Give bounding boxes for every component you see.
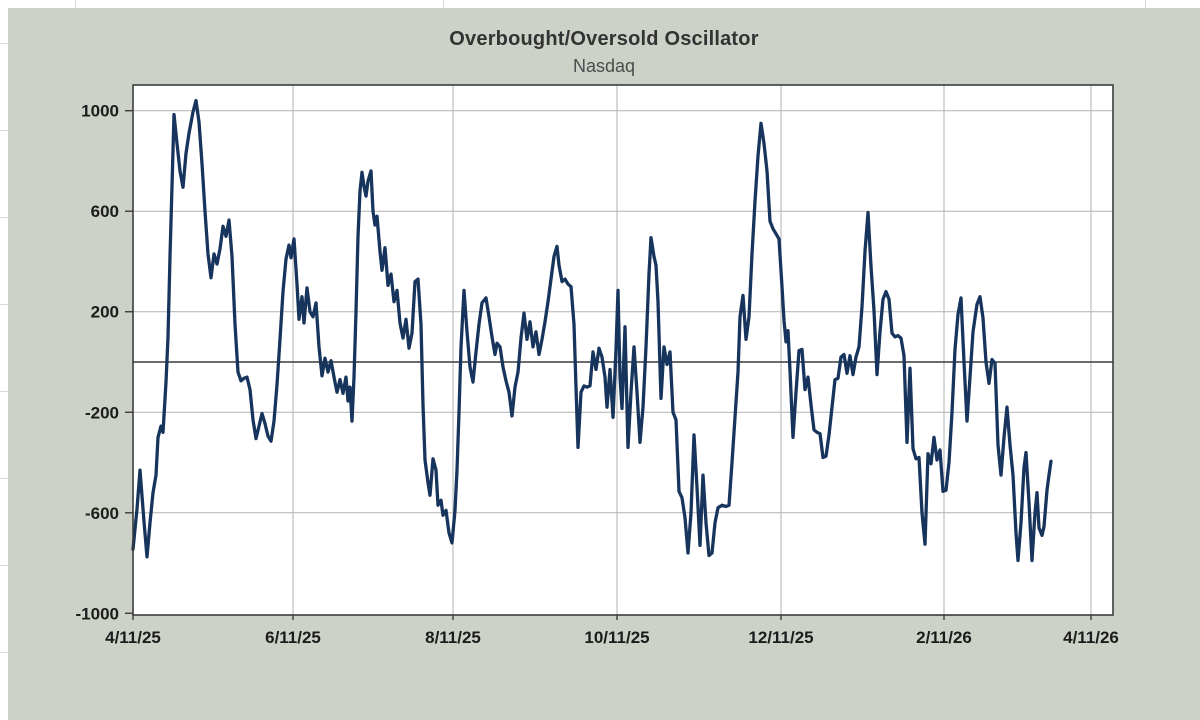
x-axis-label: 4/11/25 <box>105 628 161 647</box>
sheet-cell-line-vertical <box>443 0 444 8</box>
y-axis-label: -1000 <box>76 604 119 623</box>
x-axis-label: 12/11/25 <box>748 628 813 647</box>
series-oscillator <box>131 98 1053 563</box>
sheet-cell-line-vertical <box>1145 0 1146 8</box>
x-axis-label: 2/11/26 <box>916 628 972 647</box>
sheet-cell-line-horizontal <box>0 565 8 566</box>
chart-subtitle: Nasdaq <box>572 56 636 76</box>
x-axis-label: 8/11/25 <box>425 628 481 647</box>
chart-title: Overbought/Oversold Oscillator <box>449 28 759 50</box>
sheet-cell-line-vertical <box>75 0 76 8</box>
y-axis-label: -200 <box>85 403 119 422</box>
oscillator-plot: 1000 600 200 -200 -600 -1000 4/11/25 6/11/25 8/1… <box>76 84 1119 647</box>
sheet-cell-line-horizontal <box>0 130 8 131</box>
y-axis-label: -600 <box>85 504 119 523</box>
sheet-cell-line-horizontal <box>0 304 8 305</box>
chart-area: Overbought/Oversold Oscillator Nasdaq 10… <box>8 8 1200 720</box>
sheet-cell-line-horizontal <box>0 391 8 392</box>
x-axis-label: 4/11/26 <box>1063 628 1119 647</box>
plot-border <box>132 84 1114 616</box>
sheet-cell-line-horizontal <box>0 43 8 44</box>
sheet-cell-line-horizontal <box>0 217 8 218</box>
y-axis-label: 600 <box>91 202 119 221</box>
x-axis-label: 10/11/25 <box>584 628 649 647</box>
x-axis-label: 6/11/25 <box>265 628 321 647</box>
y-axis-label: 200 <box>91 303 119 322</box>
y-axis-label: 1000 <box>81 102 119 121</box>
sheet-cell-line-horizontal <box>0 478 8 479</box>
sheet-cell-line-horizontal <box>0 652 8 653</box>
